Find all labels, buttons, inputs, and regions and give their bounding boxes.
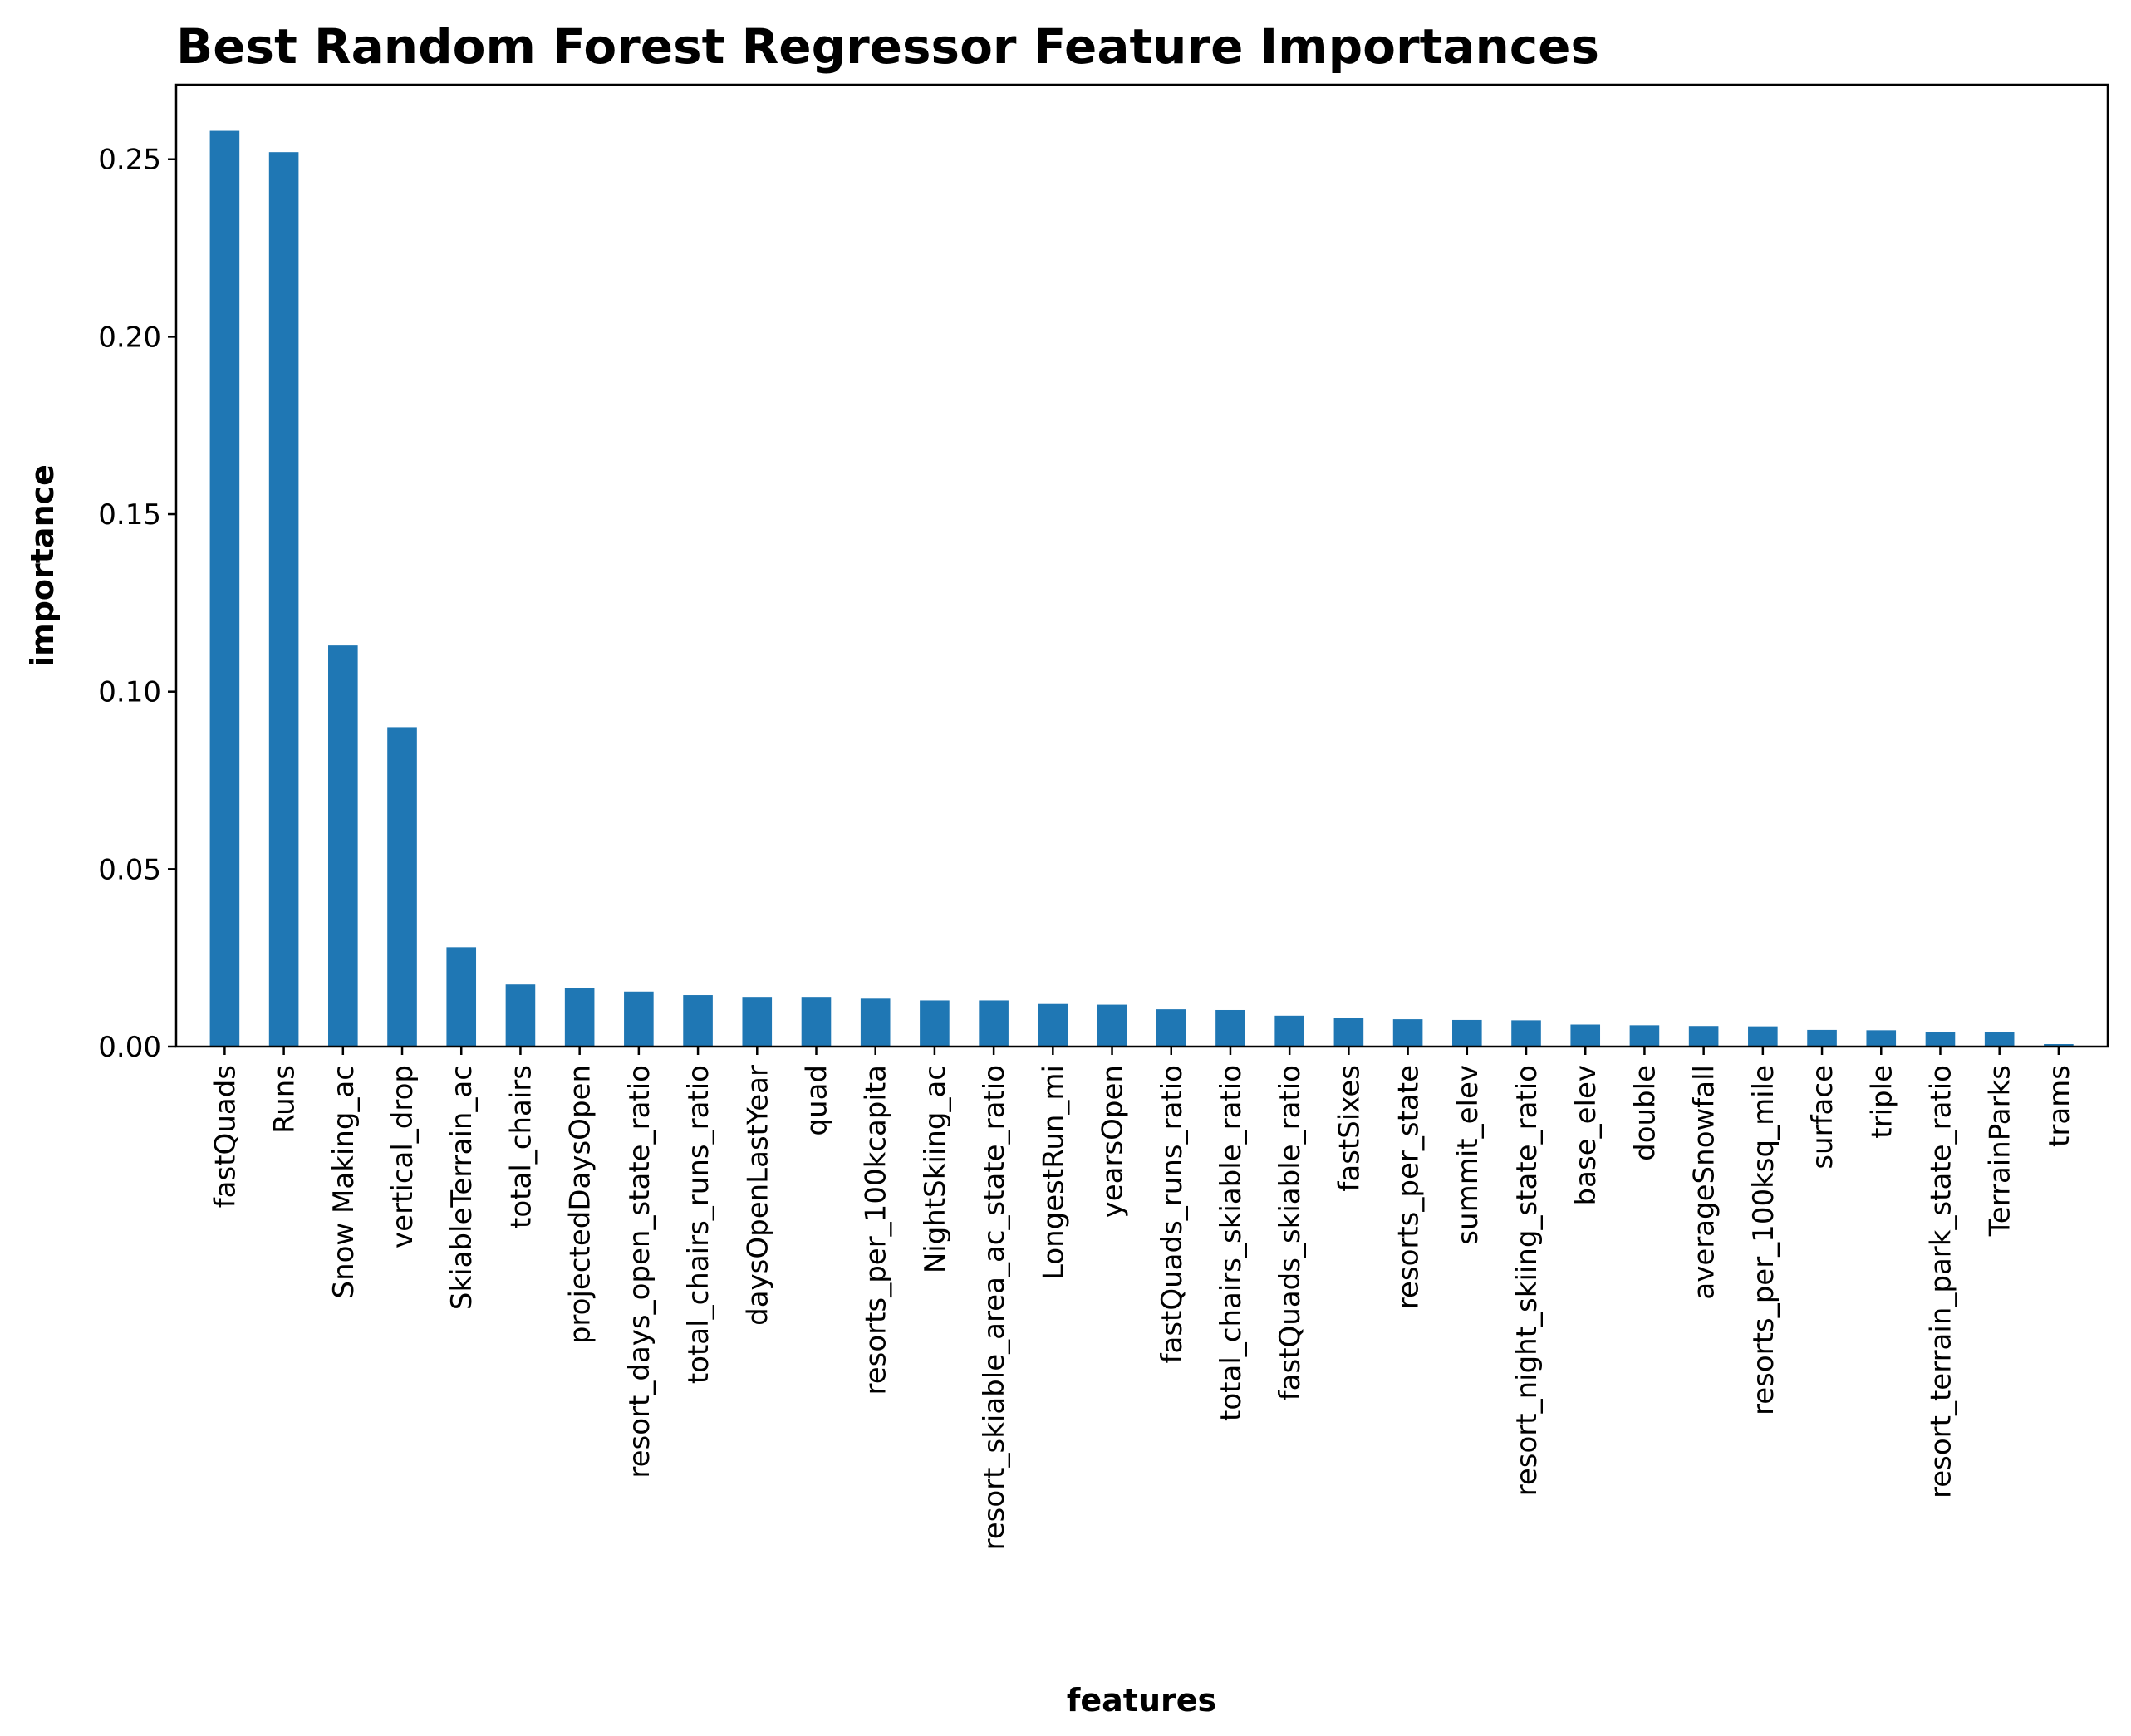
plot-frame [174, 83, 2109, 1048]
x-tick-label: vertical_drop [386, 1065, 420, 1248]
bar-0 [209, 130, 240, 1047]
y-tick-label: 0.10 [98, 676, 161, 709]
bar-6 [564, 988, 595, 1047]
x-tick-label: Snow Making_ac [327, 1065, 361, 1299]
bar-14 [1038, 1003, 1068, 1047]
bar-20 [1392, 1019, 1423, 1047]
x-tick-label: resorts_per_100kcapita [860, 1065, 893, 1395]
bar-10 [801, 997, 832, 1047]
bar-26 [1748, 1026, 1778, 1047]
y-axis-label: importance [24, 464, 61, 667]
x-tick-label: projectedDaysOpen [564, 1065, 597, 1344]
x-tick-label: fastQuads_skiable_ratio [1274, 1065, 1307, 1400]
bar-23 [1570, 1024, 1601, 1047]
bar-5 [505, 984, 536, 1047]
x-tick-label: quad [800, 1065, 833, 1136]
x-axis-ticks: fastQuads Runs Snow Making_ac vertical_drop… [209, 1047, 2076, 1550]
x-tick-label: fastQuads_runs_ratio [1156, 1065, 1189, 1363]
bar-21 [1452, 1019, 1482, 1047]
bar-22 [1511, 1020, 1541, 1047]
bar-24 [1629, 1025, 1660, 1047]
chart-title: Best Random Forest Regressor Feature Imp… [176, 18, 1599, 75]
bar-13 [979, 1000, 1009, 1047]
x-tick-label: total_chairs_skiable_ratio [1215, 1065, 1248, 1421]
x-tick-label: resort_days_open_state_ratio [623, 1065, 656, 1479]
bar-25 [1688, 1026, 1719, 1047]
x-tick-label: resorts_per_100ksq_mile [1747, 1065, 1780, 1415]
x-tick-label: yearsOpen [1097, 1065, 1130, 1218]
x-tick-label: trams [2043, 1065, 2076, 1147]
x-tick-label: fastSixes [1333, 1065, 1366, 1192]
y-tick-label: 0.05 [98, 853, 161, 886]
x-tick-label: Runs [268, 1065, 302, 1134]
x-tick-label: resort_skiable_area_ac_state_ratio [978, 1065, 1011, 1550]
bar-27 [1807, 1029, 1837, 1047]
x-tick-label: resort_night_skiing_state_ratio [1510, 1065, 1544, 1496]
bar-17 [1215, 1009, 1245, 1047]
y-tick-label: 0.00 [98, 1031, 161, 1064]
bar-2 [328, 645, 358, 1047]
x-tick-label: resort_terrain_park_state_ratio [1924, 1065, 1957, 1498]
x-tick-label: fastQuads [209, 1065, 242, 1208]
y-tick-label: 0.20 [98, 321, 161, 354]
bar-16 [1156, 1009, 1186, 1047]
x-tick-label: total_chairs_runs_ratio [682, 1065, 715, 1384]
x-tick-label: averageSnowfall [1688, 1065, 1721, 1300]
bar-12 [920, 1000, 950, 1047]
bar-7 [624, 991, 654, 1047]
bar-29 [1925, 1032, 1956, 1047]
bar-15 [1097, 1004, 1127, 1047]
x-tick-label: double [1628, 1065, 1662, 1161]
x-tick-label: TerrainParks [1984, 1065, 2017, 1237]
bar-3 [387, 727, 417, 1047]
bar-18 [1274, 1015, 1304, 1047]
x-tick-label: base_elev [1569, 1065, 1603, 1205]
bar-1 [268, 152, 299, 1047]
bar-30 [1984, 1032, 2015, 1047]
bar-19 [1333, 1018, 1364, 1047]
bar-9 [742, 997, 773, 1047]
bar-11 [860, 998, 891, 1047]
bar-8 [683, 995, 713, 1047]
x-tick-label: resorts_per_state [1392, 1065, 1426, 1309]
x-axis-label: features [1067, 1682, 1216, 1719]
x-tick-label: summit_elev [1451, 1065, 1485, 1245]
x-tick-label: triple [1865, 1065, 1898, 1139]
x-tick-label: daysOpenLastYear [741, 1065, 774, 1326]
bar-4 [446, 947, 477, 1047]
bars-group [209, 130, 2074, 1047]
x-tick-label: NightSkiing_ac [919, 1065, 952, 1273]
y-tick-label: 0.25 [98, 144, 161, 177]
x-tick-label: surface [1806, 1065, 1839, 1170]
x-tick-label: SkiableTerrain_ac [445, 1065, 479, 1310]
y-axis-ticks: 0.00 0.05 0.10 0.15 0.20 0.25 [98, 144, 176, 1064]
x-tick-label: LongestRun_mi [1037, 1065, 1070, 1280]
bar-28 [1866, 1030, 1897, 1047]
y-tick-label: 0.15 [98, 498, 161, 532]
bar-31 [2044, 1044, 2074, 1047]
x-tick-label: total_chairs [504, 1065, 538, 1228]
